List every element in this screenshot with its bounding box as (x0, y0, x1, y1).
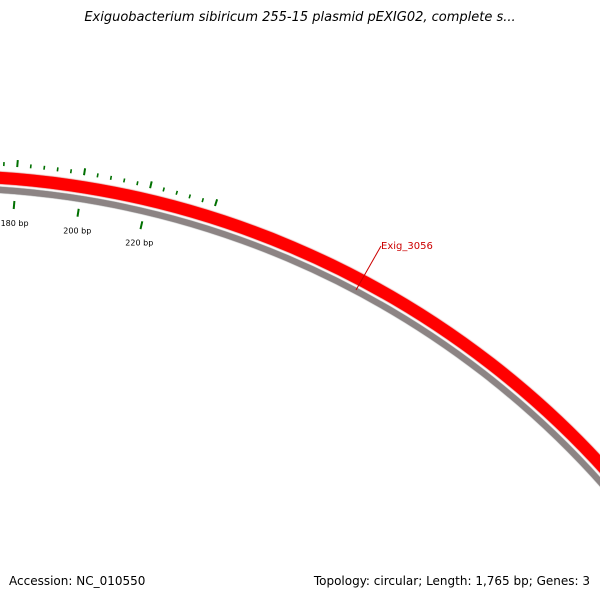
gene-band-exig-3056[interactable] (0, 171, 600, 520)
minor-tick (214, 199, 219, 207)
minor-tick (136, 181, 139, 186)
minor-tick (188, 194, 192, 199)
genome-summary-text: Topology: circular; Length: 1,765 bp; Ge… (313, 574, 590, 588)
minor-tick (123, 178, 126, 183)
major-tick-200 (76, 208, 80, 217)
major-tick-220 (139, 221, 144, 230)
minor-tick (56, 167, 59, 172)
minor-tick (43, 165, 46, 170)
minor-tick (83, 168, 87, 176)
minor-tick (201, 197, 205, 203)
minor-tick (69, 169, 73, 174)
major-tick-180 (12, 200, 16, 210)
minor-tick-marks (3, 160, 219, 207)
minor-tick (175, 190, 179, 195)
tick-label-200: 200 bp (63, 227, 91, 236)
map-title: Exiguobacterium sibiricum 255-15 plasmid… (84, 10, 516, 25)
minor-tick (162, 187, 165, 192)
minor-tick (149, 181, 153, 189)
tick-label-220: 220 bp (125, 239, 153, 248)
gene-label-pointer (355, 245, 382, 291)
minor-tick (109, 175, 113, 180)
accession-text: Accession: NC_010550 (9, 574, 146, 588)
minor-tick (96, 173, 99, 178)
gene-label-exig-3056[interactable]: Exig_3056 (381, 241, 433, 252)
major-tick-marks (12, 200, 144, 230)
plasmid-backbone (0, 186, 600, 487)
tick-label-180: 180 bp (1, 219, 29, 228)
minor-tick (16, 160, 19, 168)
